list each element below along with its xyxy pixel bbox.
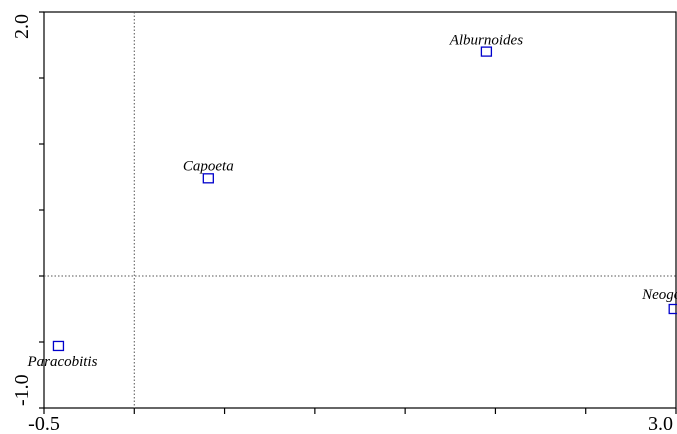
y-tick-label-max: 2.0: [11, 14, 33, 39]
x-tick-label-min: -0.5: [28, 413, 60, 434]
point-marker-paracobitis: [52, 340, 65, 352]
point-label-alburnoides: Alburnoides: [449, 33, 523, 49]
point-label-neogobius: Neogobius: [641, 287, 677, 303]
point-label-capoeta: Capoeta: [183, 158, 234, 174]
point-label-paracobitis: Paracobitis: [26, 354, 97, 370]
y-tick-label-min: -1.0: [11, 374, 33, 406]
point-marker-alburnoides: [480, 46, 493, 57]
axis-ticks: [39, 11, 677, 414]
point-marker-capoeta: [202, 173, 214, 184]
x-tick-label-max: 3.0: [648, 413, 673, 434]
point-marker-neogobius: [668, 303, 677, 315]
plot-frame: [43, 11, 677, 409]
data-points: Alburnoides Capoeta Neogobius Paracobitis: [26, 33, 677, 370]
